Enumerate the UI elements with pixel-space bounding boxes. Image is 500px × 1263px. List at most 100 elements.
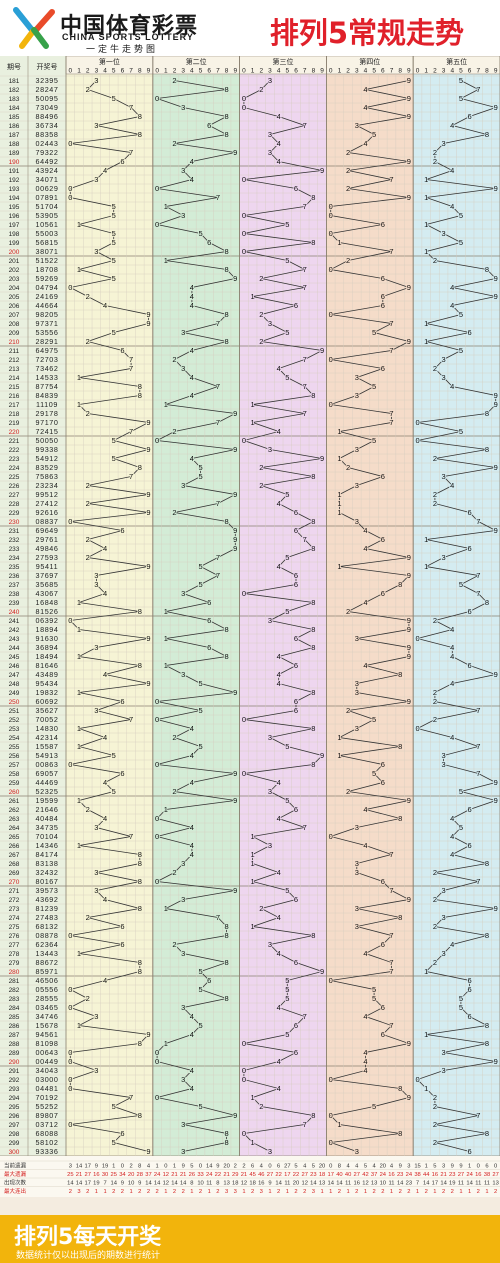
period-number: 273	[9, 906, 20, 913]
trend-point: 2	[172, 76, 176, 85]
trend-point: 9	[494, 778, 498, 787]
period-number: 194	[9, 195, 20, 202]
stats-value: 16	[354, 1180, 360, 1186]
trend-point: 3	[94, 1066, 98, 1075]
period-number: 209	[9, 330, 20, 337]
stats-background	[0, 1156, 500, 1197]
period-number: 261	[9, 798, 20, 805]
draw-number: 81239	[36, 904, 59, 913]
period-number: 191	[9, 168, 20, 175]
trend-point: 3	[181, 1120, 185, 1129]
trend-point: 8	[138, 859, 142, 868]
trend-point: 3	[94, 247, 98, 256]
trend-point: 4	[450, 850, 454, 859]
trend-point: 3	[441, 1066, 445, 1075]
trend-point: 0	[68, 517, 72, 526]
trend-point: 9	[233, 688, 237, 697]
trend-point: 5	[372, 994, 376, 1003]
trend-point: 6	[381, 589, 385, 598]
period-number: 229	[9, 510, 20, 517]
stats-value: 45	[249, 1172, 255, 1178]
trend-point: 1	[424, 220, 428, 229]
draw-number: 54913	[36, 751, 59, 760]
trend-point: 8	[138, 391, 142, 400]
draw-number: 99512	[36, 490, 59, 499]
trend-point: 6	[120, 526, 124, 535]
trend-point: 9	[233, 796, 237, 805]
stats-value: 1	[95, 1189, 98, 1195]
period-number: 210	[9, 339, 20, 346]
trend-point: 6	[294, 580, 298, 589]
stats-value: 14	[397, 1180, 404, 1186]
draw-number: 44664	[36, 301, 59, 310]
digit-header: 5	[459, 68, 463, 75]
trend-point: 4	[363, 841, 367, 850]
trend-point: 9	[146, 634, 150, 643]
trend-point: 4	[190, 1012, 194, 1021]
period-number: 276	[9, 933, 20, 940]
logo-name-en: CHINA SPORTS LOTTERY	[62, 32, 194, 42]
draw-number: 36894	[36, 643, 59, 652]
period-number: 216	[9, 393, 20, 400]
trend-point: 5	[112, 787, 116, 796]
period-number: 201	[9, 258, 20, 265]
trend-point: 0	[329, 832, 333, 841]
digit-header: 7	[476, 68, 480, 75]
stats-value: 16	[388, 1172, 394, 1178]
stats-value: 11	[388, 1180, 394, 1186]
digit-header: 2	[259, 68, 263, 75]
period-number: 212	[9, 357, 20, 364]
period-number: 228	[9, 501, 20, 508]
trend-point: 0	[415, 634, 419, 643]
trend-point: 0	[68, 283, 72, 292]
trend-point: 5	[372, 130, 376, 139]
draw-number: 52325	[36, 787, 59, 796]
stats-value: 14	[466, 1180, 473, 1186]
trend-point: 6	[468, 985, 472, 994]
trend-point: 6	[207, 976, 211, 985]
stats-value: 1	[103, 1189, 106, 1195]
period-number: 251	[9, 708, 20, 715]
stats-value: 6	[485, 1163, 488, 1169]
trend-point: 2	[86, 535, 90, 544]
trend-point: 2	[346, 463, 350, 472]
trend-point: 6	[381, 877, 385, 886]
stats-value: 8	[338, 1163, 341, 1169]
trend-point: 0	[68, 139, 72, 148]
trend-point: 2	[433, 895, 437, 904]
trend-point: 3	[94, 823, 98, 832]
trend-point: 4	[450, 940, 454, 949]
stats-value: 25	[111, 1172, 117, 1178]
period-number: 284	[9, 1005, 20, 1012]
trend-point: 0	[329, 265, 333, 274]
stats-value: 2	[294, 1189, 297, 1195]
stats-value: 42	[362, 1172, 368, 1178]
trend-point: 3	[268, 130, 272, 139]
trend-point: 4	[450, 481, 454, 490]
trend-point: 4	[190, 175, 194, 184]
trend-point: 9	[233, 535, 237, 544]
period-number: 247	[9, 672, 20, 679]
trend-point: 2	[346, 607, 350, 616]
trend-point: 5	[112, 94, 116, 103]
draw-number: 08878	[36, 931, 59, 940]
trend-point: 7	[389, 1021, 393, 1030]
trend-point: 0	[415, 1075, 419, 1084]
trend-point: 1	[337, 751, 341, 760]
trend-point: 4	[363, 1066, 367, 1075]
stats-value: 0	[477, 1163, 480, 1169]
draw-number: 02443	[36, 139, 59, 148]
digit-header: 0	[242, 68, 246, 75]
draw-number: 18494	[36, 652, 59, 661]
trend-point: 9	[407, 157, 411, 166]
draw-number: 37697	[36, 571, 59, 580]
stats-value: 1	[208, 1189, 211, 1195]
trend-point: 3	[181, 166, 185, 175]
stats-value: 1	[459, 1189, 462, 1195]
period-number: 250	[9, 699, 20, 706]
trend-point: 7	[216, 913, 220, 922]
trend-point: 4	[277, 949, 281, 958]
draw-number: 27593	[36, 553, 59, 562]
trend-point: 3	[181, 211, 185, 220]
stats-value: 8	[216, 1180, 219, 1186]
